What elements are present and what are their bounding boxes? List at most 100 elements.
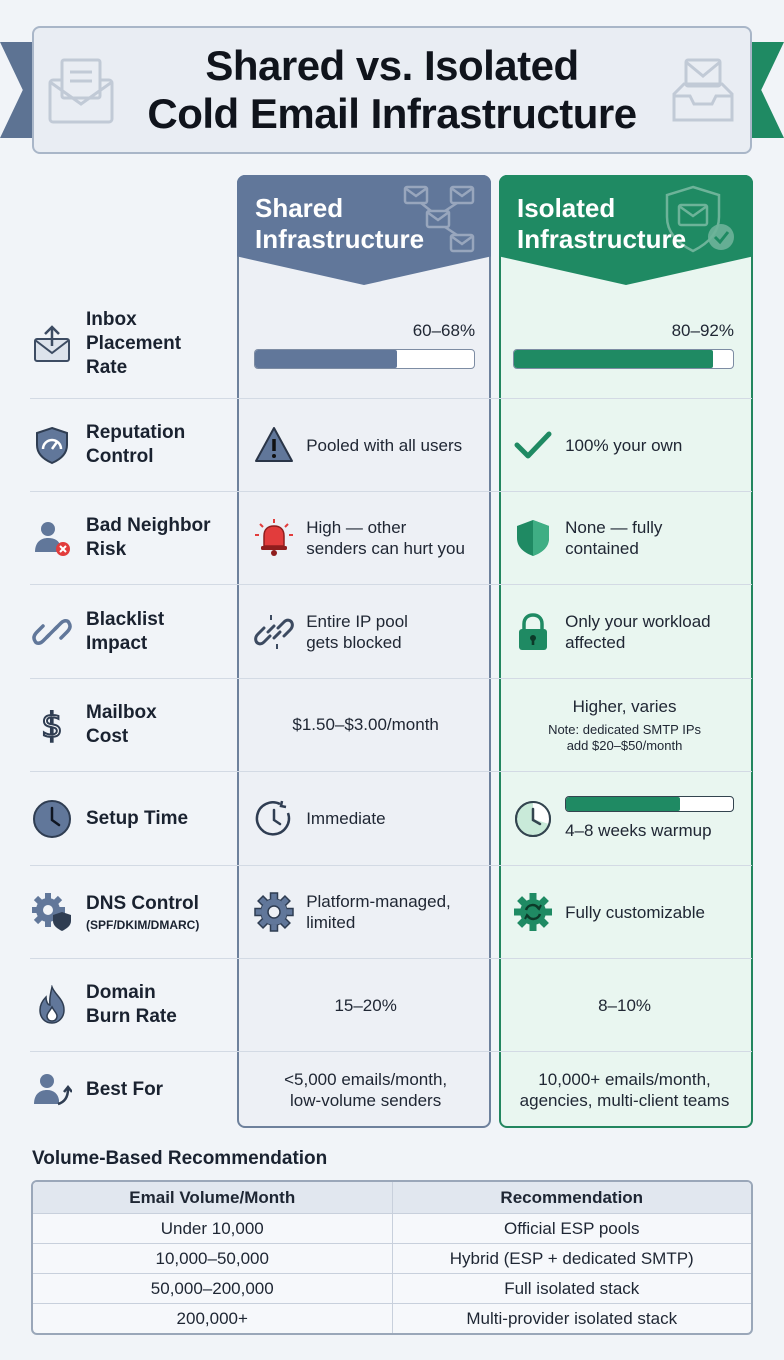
recommendation-cell: Official ESP pools	[391, 1214, 752, 1243]
isolated-setup-bar	[565, 796, 734, 812]
shared-title-line-1: Shared	[255, 193, 344, 223]
label-neighbor-line-1: Bad Neighbor	[86, 515, 211, 536]
network-envelopes-icon	[403, 185, 475, 253]
isolated-column: Isolated Infrastructure	[499, 175, 753, 1128]
isolated-column-title: Isolated Infrastructure	[517, 193, 735, 255]
table-row: 50,000–200,000 Full isolated stack	[33, 1273, 751, 1303]
dollar-icon: $	[40, 705, 64, 745]
recommendation-header-cell: Recommendation	[391, 1182, 752, 1213]
label-neighbor: Bad Neighbor Risk	[30, 492, 234, 584]
shared-column-title: Shared Infrastructure	[255, 193, 473, 255]
shield-envelope-icon	[665, 185, 734, 253]
shared-dns-line-2: limited	[306, 913, 356, 932]
label-dns-sublabel: (SPF/DKIM/DMARC)	[86, 918, 200, 932]
shared-dns-line-1: Platform-managed,	[306, 892, 451, 911]
row-mailbox-cost: $ Mailbox Cost $1.50–$3.00/month Higher,…	[30, 678, 752, 771]
broken-link-icon	[32, 618, 72, 645]
shared-burn-cell: 15–20%	[234, 959, 493, 1051]
isolated-burn-text: 8–10%	[598, 995, 652, 1015]
shared-inbox-cell: 60–68%	[234, 290, 493, 398]
row-best-for: Best For <5,000 emails/month, low-volume…	[30, 1051, 752, 1128]
isolated-cost-cell: Higher, varies Note: dedicated SMTP IPs …	[493, 679, 752, 771]
shared-dns-cell: Platform-managed, limited	[234, 866, 493, 958]
shared-burn-text: 15–20%	[334, 995, 397, 1015]
volume-header-cell: Email Volume/Month	[129, 1187, 296, 1207]
user-growth-icon	[34, 1074, 72, 1106]
label-reputation: Reputation Control	[30, 399, 234, 491]
gear-refresh-icon	[514, 893, 553, 931]
isolated-cost-note-line-1: Note: dedicated SMTP IPs	[548, 722, 702, 737]
broken-chain-icon	[254, 614, 295, 649]
label-setup: Setup Time	[30, 772, 234, 865]
page-title-line-2: Cold Email Infrastructure	[147, 90, 637, 137]
row-blacklist-impact: Blacklist Impact Entire IP pool gets blo…	[30, 584, 752, 678]
shared-neighbor-line-1: High — other	[306, 518, 407, 537]
table-row: 10,000–50,000 Hybrid (ESP + dedicated SM…	[33, 1243, 751, 1273]
isolated-inbox-cell: 80–92%	[493, 290, 752, 398]
clock-icon	[33, 799, 71, 838]
warmup-timer-icon	[515, 800, 552, 837]
shield-icon	[517, 520, 550, 556]
page-title-line-1: Shared vs. Isolated	[205, 42, 579, 89]
shared-column: Shared Infrastructure	[237, 175, 491, 1128]
isolated-neighbor-line-1: None — fully	[565, 518, 663, 537]
table-row: Under 10,000 Official ESP pools	[33, 1213, 751, 1243]
isolated-reputation-cell: 100% your own	[493, 399, 752, 491]
isolated-title-line-2: Infrastructure	[517, 224, 687, 254]
table-row: 200,000+ Multi-provider isolated stack	[33, 1303, 751, 1333]
isolated-neighbor-cell: None — fully contained	[493, 492, 752, 584]
isolated-cost-note: Note: dedicated SMTP IPs add $20–$50/mon…	[548, 722, 701, 754]
svg-text:$: $	[41, 706, 63, 745]
shared-best-line-2: low-volume senders	[290, 1091, 442, 1110]
row-domain-burn-rate: Domain Burn Rate 15–20% 8–10%	[30, 958, 752, 1051]
isolated-dns-cell: Fully customizable	[493, 866, 752, 958]
isolated-best-cell: 10,000+ emails/month, agencies, multi-cl…	[493, 1052, 752, 1128]
label-dns-line-1: DNS Control	[86, 893, 199, 914]
page-title: Shared vs. Isolated Cold Email Infrastru…	[147, 42, 637, 138]
label-setup-line-1: Setup Time	[86, 807, 189, 829]
warning-icon	[255, 427, 294, 462]
label-burn-line-2: Burn Rate	[86, 1006, 177, 1027]
shared-inbox-bar	[254, 348, 476, 369]
label-blacklist-line-1: Blacklist	[86, 608, 165, 630]
shared-reputation-cell: Pooled with all users	[234, 399, 493, 491]
isolated-blacklist-cell: Only your workload affected	[493, 585, 752, 678]
label-best-line-1: Best For	[86, 1079, 164, 1100]
isolated-neighbor-line-2: contained	[565, 539, 639, 558]
isolated-blacklist-line-1: Only your workload	[565, 611, 711, 631]
shared-blacklist-line-2: gets blocked	[306, 632, 402, 652]
recommendation-cell: Hybrid (ESP + dedicated SMTP)	[391, 1244, 752, 1273]
volume-table: Email Volume/Month Recommendation Under …	[31, 1180, 753, 1335]
isolated-column-header: Isolated Infrastructure	[499, 175, 753, 285]
isolated-inbox-value: 80–92%	[671, 320, 734, 340]
isolated-dns-text: Fully customizable	[565, 902, 705, 922]
label-inbox-line-3: Rate	[86, 357, 128, 378]
flame-icon	[39, 985, 65, 1024]
isolated-inbox-bar	[513, 348, 734, 369]
shield-gauge-icon	[36, 426, 68, 465]
shared-setup-cell: Immediate	[234, 772, 493, 865]
label-inbox-line-2: Placement	[86, 333, 182, 354]
volume-cell: 200,000+	[176, 1308, 248, 1328]
shared-setup-text: Immediate	[306, 809, 386, 828]
shared-title-line-2: Infrastructure	[255, 224, 425, 254]
label-blacklist: Blacklist Impact	[30, 585, 234, 678]
recommendation-cell: Full isolated stack	[391, 1274, 752, 1303]
shared-blacklist-cell: Entire IP pool gets blocked	[234, 585, 493, 678]
shared-cost-cell: $1.50–$3.00/month	[234, 679, 493, 771]
label-neighbor-line-2: Risk	[86, 539, 127, 560]
isolated-reputation-text: 100% your own	[565, 435, 683, 455]
row-reputation-control: Reputation Control Pooled with all users…	[30, 398, 752, 491]
envelope-icon	[48, 58, 114, 124]
label-best-for: Best For	[30, 1052, 234, 1128]
isolated-setup-cell: 4–8 weeks warmup	[493, 772, 752, 865]
isolated-setup-text: 4–8 weeks warmup	[565, 821, 712, 840]
title-banner: Shared vs. Isolated Cold Email Infrastru…	[32, 26, 752, 154]
isolated-cost-text: Higher, varies	[572, 697, 677, 716]
volume-cell: 10,000–50,000	[155, 1248, 269, 1268]
label-cost-line-2: Cost	[86, 726, 129, 747]
isolated-best-line-1: 10,000+ emails/month,	[538, 1070, 711, 1089]
volume-section-title: Volume-Based Recommendation	[32, 1148, 328, 1169]
row-inbox-placement: Inbox Placement Rate 60–68% 80–92%	[30, 290, 752, 398]
label-reputation-line-2: Control	[86, 446, 154, 467]
